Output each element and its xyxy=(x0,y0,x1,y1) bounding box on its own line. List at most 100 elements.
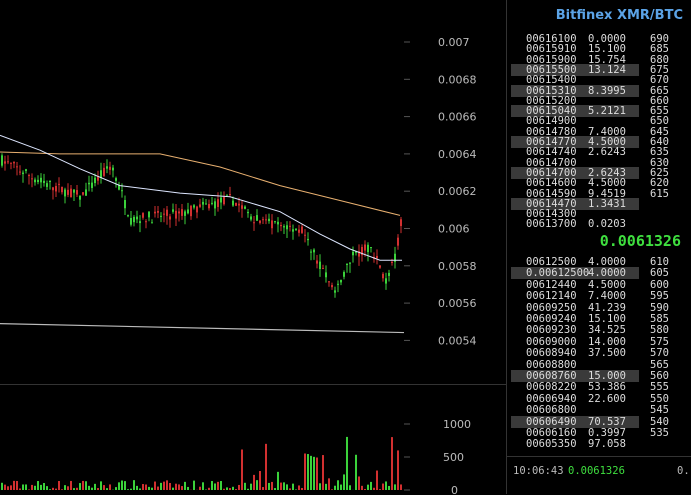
candle-body xyxy=(247,212,249,213)
candle-body xyxy=(283,226,285,227)
candle-body xyxy=(211,203,213,204)
candle-body xyxy=(319,262,321,269)
candle-body xyxy=(340,280,342,283)
volume-bar xyxy=(70,481,72,490)
row-qty: 41.239 xyxy=(588,302,626,314)
candle-body xyxy=(286,225,288,229)
candle-body xyxy=(61,187,63,192)
volume-bar xyxy=(184,482,186,490)
volume-bar xyxy=(1,483,3,490)
candle-body xyxy=(4,161,6,163)
volume-bar xyxy=(127,489,129,490)
candle-body xyxy=(79,196,81,200)
candle-body xyxy=(133,217,135,222)
candle-body xyxy=(370,247,372,248)
volume-bar xyxy=(22,484,24,490)
candle-body xyxy=(202,202,204,205)
row-level: 605 xyxy=(650,267,669,279)
row-qty: 22.600 xyxy=(588,393,626,405)
volume-bar xyxy=(379,489,381,490)
candle-body xyxy=(64,190,66,197)
candle-body xyxy=(304,235,306,236)
row-level: 595 xyxy=(650,290,669,302)
candle-body xyxy=(148,212,150,218)
volume-bar xyxy=(241,449,243,490)
volume-bar xyxy=(214,483,216,490)
candle-body xyxy=(181,209,183,216)
volume-bar xyxy=(340,485,342,490)
volume-bar xyxy=(64,485,66,490)
candle-body xyxy=(223,197,225,204)
row-level: 570 xyxy=(650,347,669,359)
volume-bar xyxy=(361,486,363,490)
candle-body xyxy=(154,212,156,214)
price-tick-label: 0.0064 xyxy=(438,148,477,161)
row-level: 540 xyxy=(650,416,669,428)
volume-bar xyxy=(91,488,93,490)
volume-bar xyxy=(325,484,327,490)
trade-ticker: 10:06:43 0.0061326 0. xyxy=(507,456,691,495)
volume-tick-label: 1000 xyxy=(443,418,471,431)
volume-bar xyxy=(277,472,279,490)
volume-bar xyxy=(382,484,384,490)
volume-bar xyxy=(55,489,57,490)
volume-bar xyxy=(292,484,294,490)
volume-bar xyxy=(46,486,48,490)
row-price: 00609250 xyxy=(526,302,577,314)
candle-body xyxy=(226,195,228,196)
volume-bar xyxy=(268,483,270,490)
volume-bar xyxy=(163,482,165,490)
volume-bar xyxy=(52,488,54,490)
volume-bar xyxy=(61,489,63,490)
candle-body xyxy=(235,203,237,206)
volume-bar xyxy=(316,458,318,490)
row-qty: 15.000 xyxy=(588,370,626,382)
volume-bar xyxy=(16,481,18,490)
volume-bar xyxy=(115,487,117,490)
candle-body xyxy=(43,181,45,183)
volume-tick-label: 0 xyxy=(451,484,458,494)
candle-body xyxy=(16,166,18,167)
volume-bar xyxy=(193,481,195,490)
volume-bar xyxy=(160,483,162,490)
candle-body xyxy=(7,161,9,162)
trade-next: 0. xyxy=(677,465,690,477)
candle-body xyxy=(214,201,216,208)
volume-bar xyxy=(235,489,237,490)
candle-body xyxy=(385,278,387,283)
candle-body xyxy=(187,209,189,213)
volume-bar xyxy=(271,482,273,490)
volume-bar xyxy=(295,489,297,490)
candle-body xyxy=(217,199,219,207)
trade-time: 10:06:43 xyxy=(513,465,564,477)
volume-bar xyxy=(226,487,228,490)
chart-canvas[interactable]: 0.0070.00680.00660.00640.00620.0060.0058… xyxy=(0,0,506,494)
candle-body xyxy=(169,216,171,219)
candle-body xyxy=(322,268,324,269)
candle-body xyxy=(106,166,108,168)
volume-bar xyxy=(319,483,321,490)
volume-bar xyxy=(121,481,123,490)
candle-body xyxy=(37,180,39,182)
row-qty: 70.537 xyxy=(588,416,626,428)
candle-body xyxy=(259,220,261,222)
